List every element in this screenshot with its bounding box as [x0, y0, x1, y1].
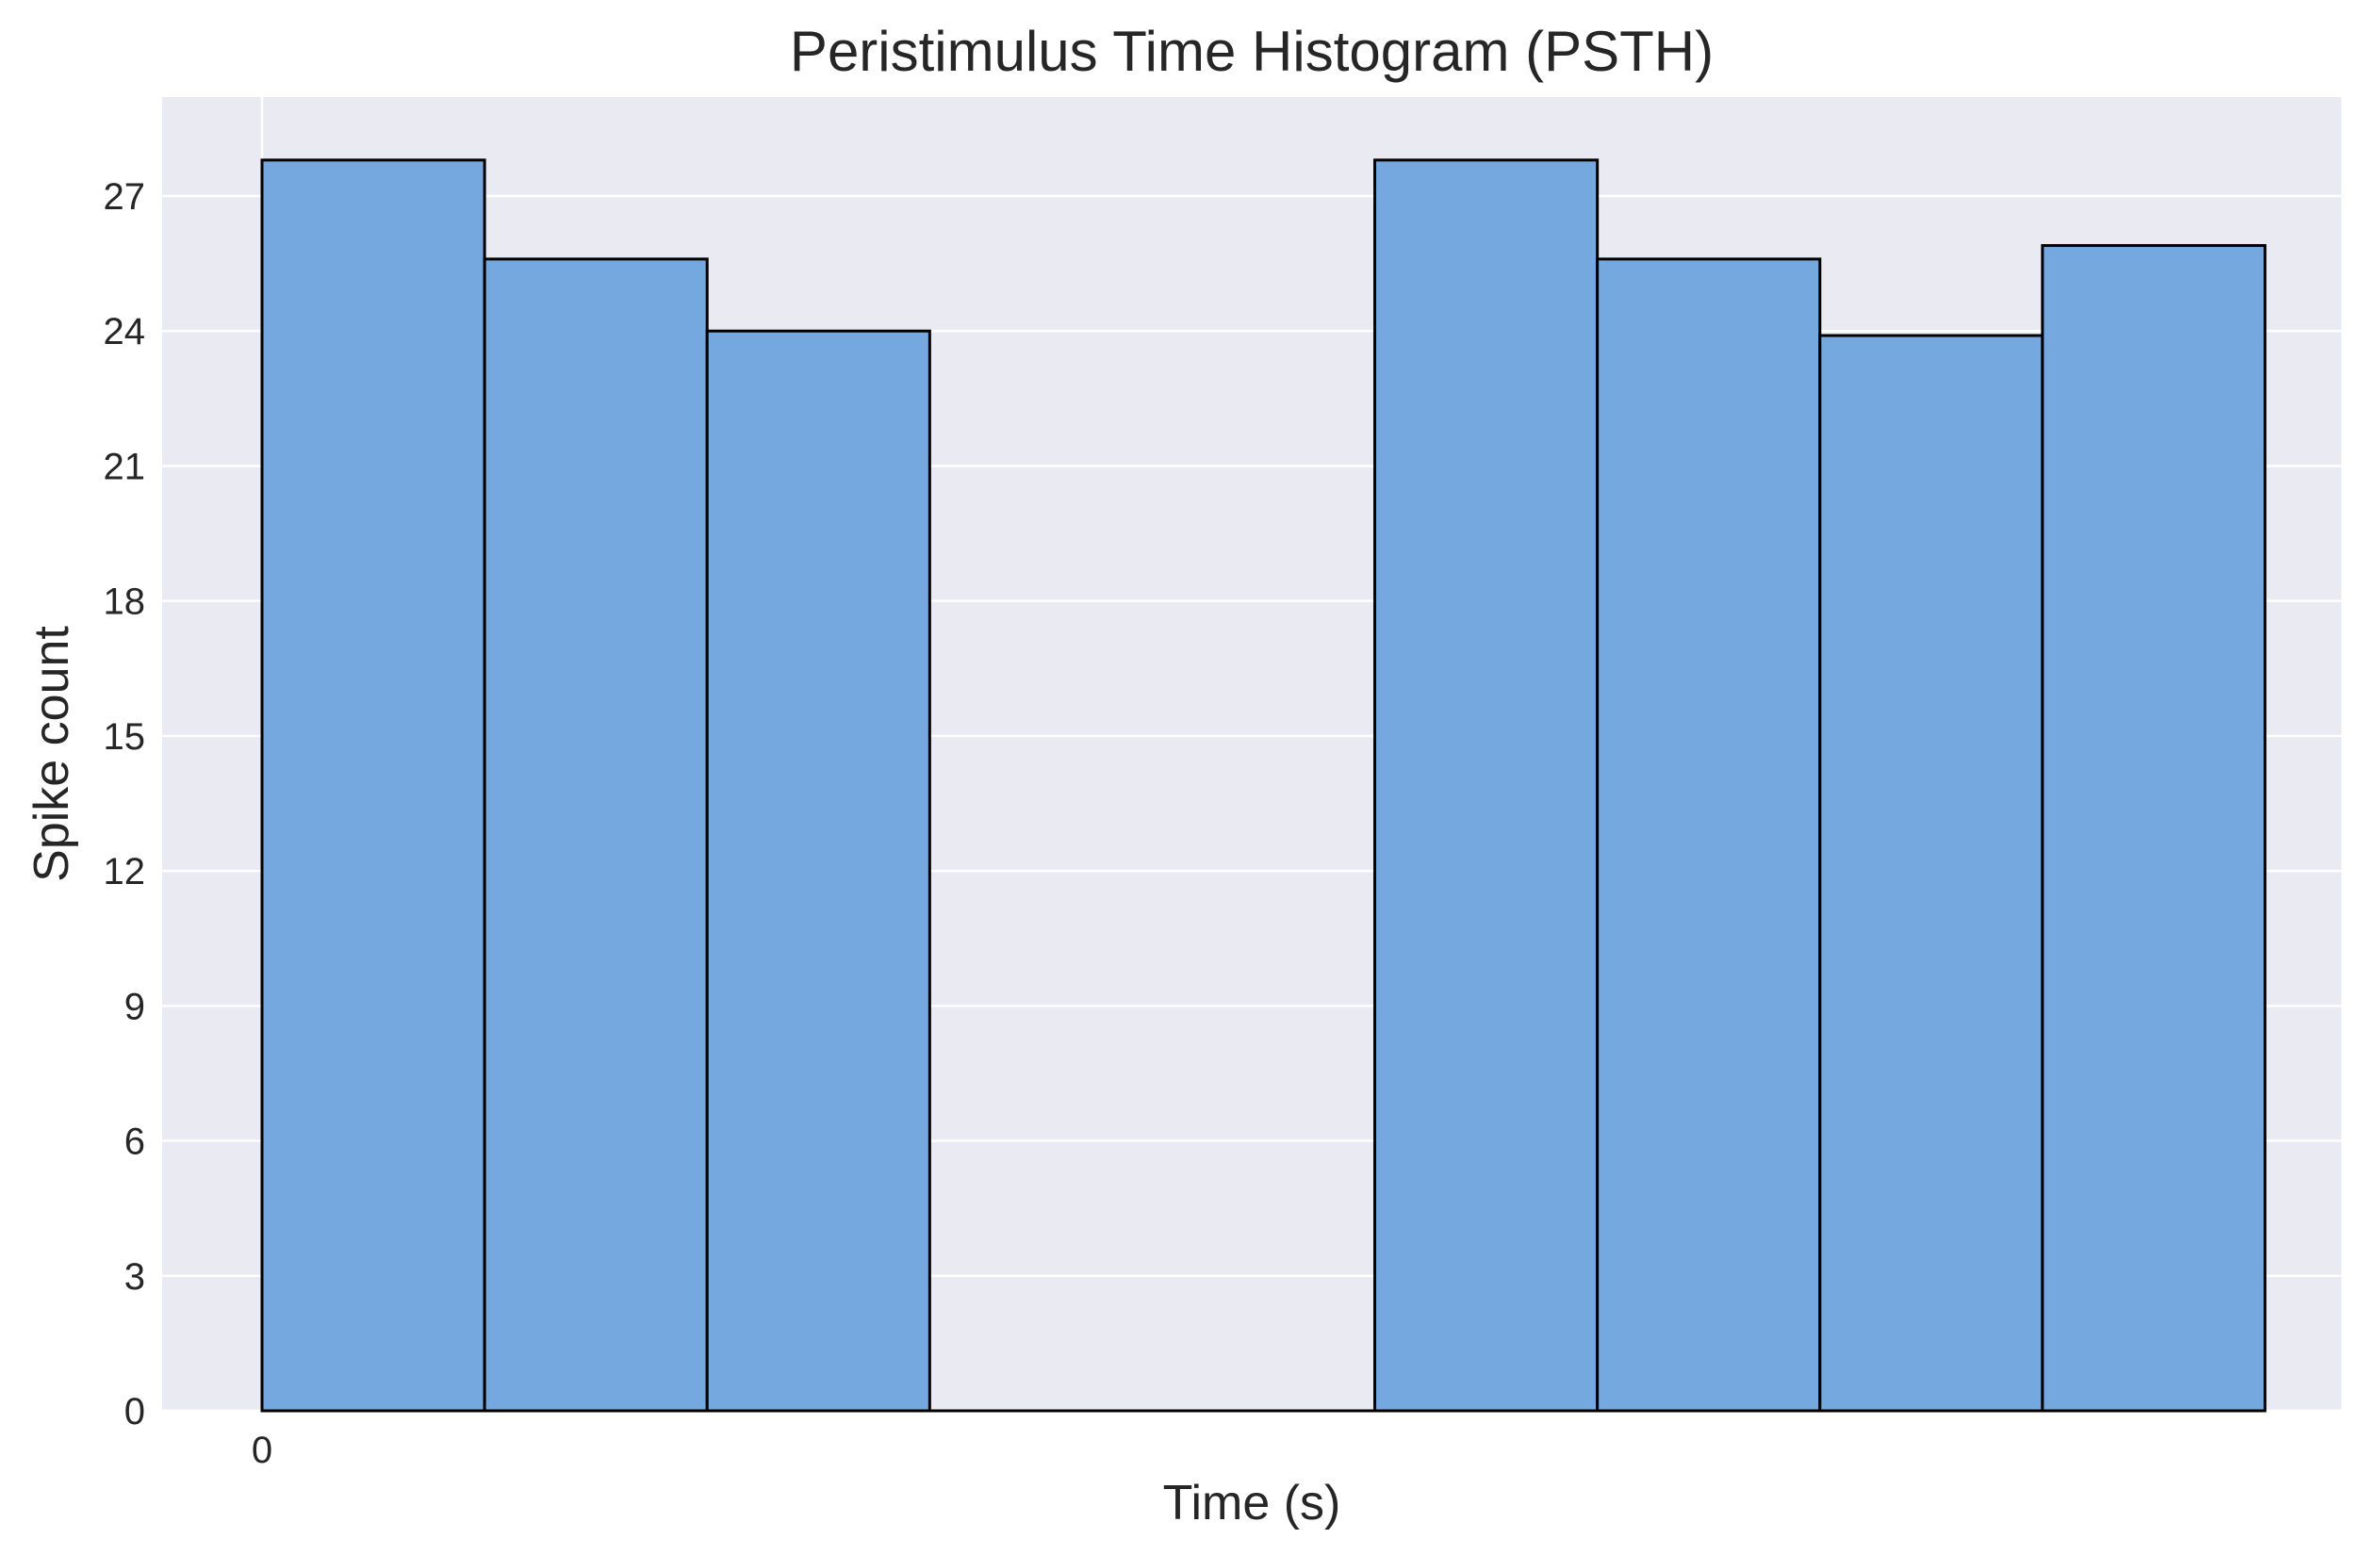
y-tick-label: 15	[104, 716, 146, 758]
y-axis-ticks: 0 3 6 9 12 15 18 21 24 27	[104, 176, 146, 1432]
histogram-bar	[483, 257, 709, 1413]
histogram-bar	[1596, 257, 1822, 1413]
histogram-bar	[1818, 334, 2044, 1413]
histogram-bars	[260, 158, 2267, 1413]
histogram-bar	[260, 158, 486, 1413]
y-tick-label: 3	[124, 1256, 145, 1298]
y-tick-label: 9	[124, 986, 145, 1027]
y-axis-label: Spike count	[25, 626, 79, 882]
histogram-bar	[1373, 158, 1600, 1413]
x-axis-label: Time (s)	[1163, 1476, 1341, 1530]
chart-title: Peristimulus Time Histogram (PSTH)	[790, 20, 1714, 83]
x-tick-label: 0	[252, 1430, 272, 1471]
y-tick-label: 12	[104, 851, 146, 892]
y-tick-label: 24	[104, 311, 146, 352]
histogram-bar	[2041, 244, 2267, 1413]
x-axis-ticks: 0	[252, 1430, 272, 1471]
histogram-bar	[705, 329, 931, 1413]
y-tick-label: 27	[104, 176, 146, 218]
y-tick-label: 0	[124, 1391, 145, 1432]
y-tick-label: 21	[104, 446, 146, 487]
y-tick-label: 18	[104, 581, 146, 623]
y-tick-label: 6	[124, 1121, 145, 1163]
